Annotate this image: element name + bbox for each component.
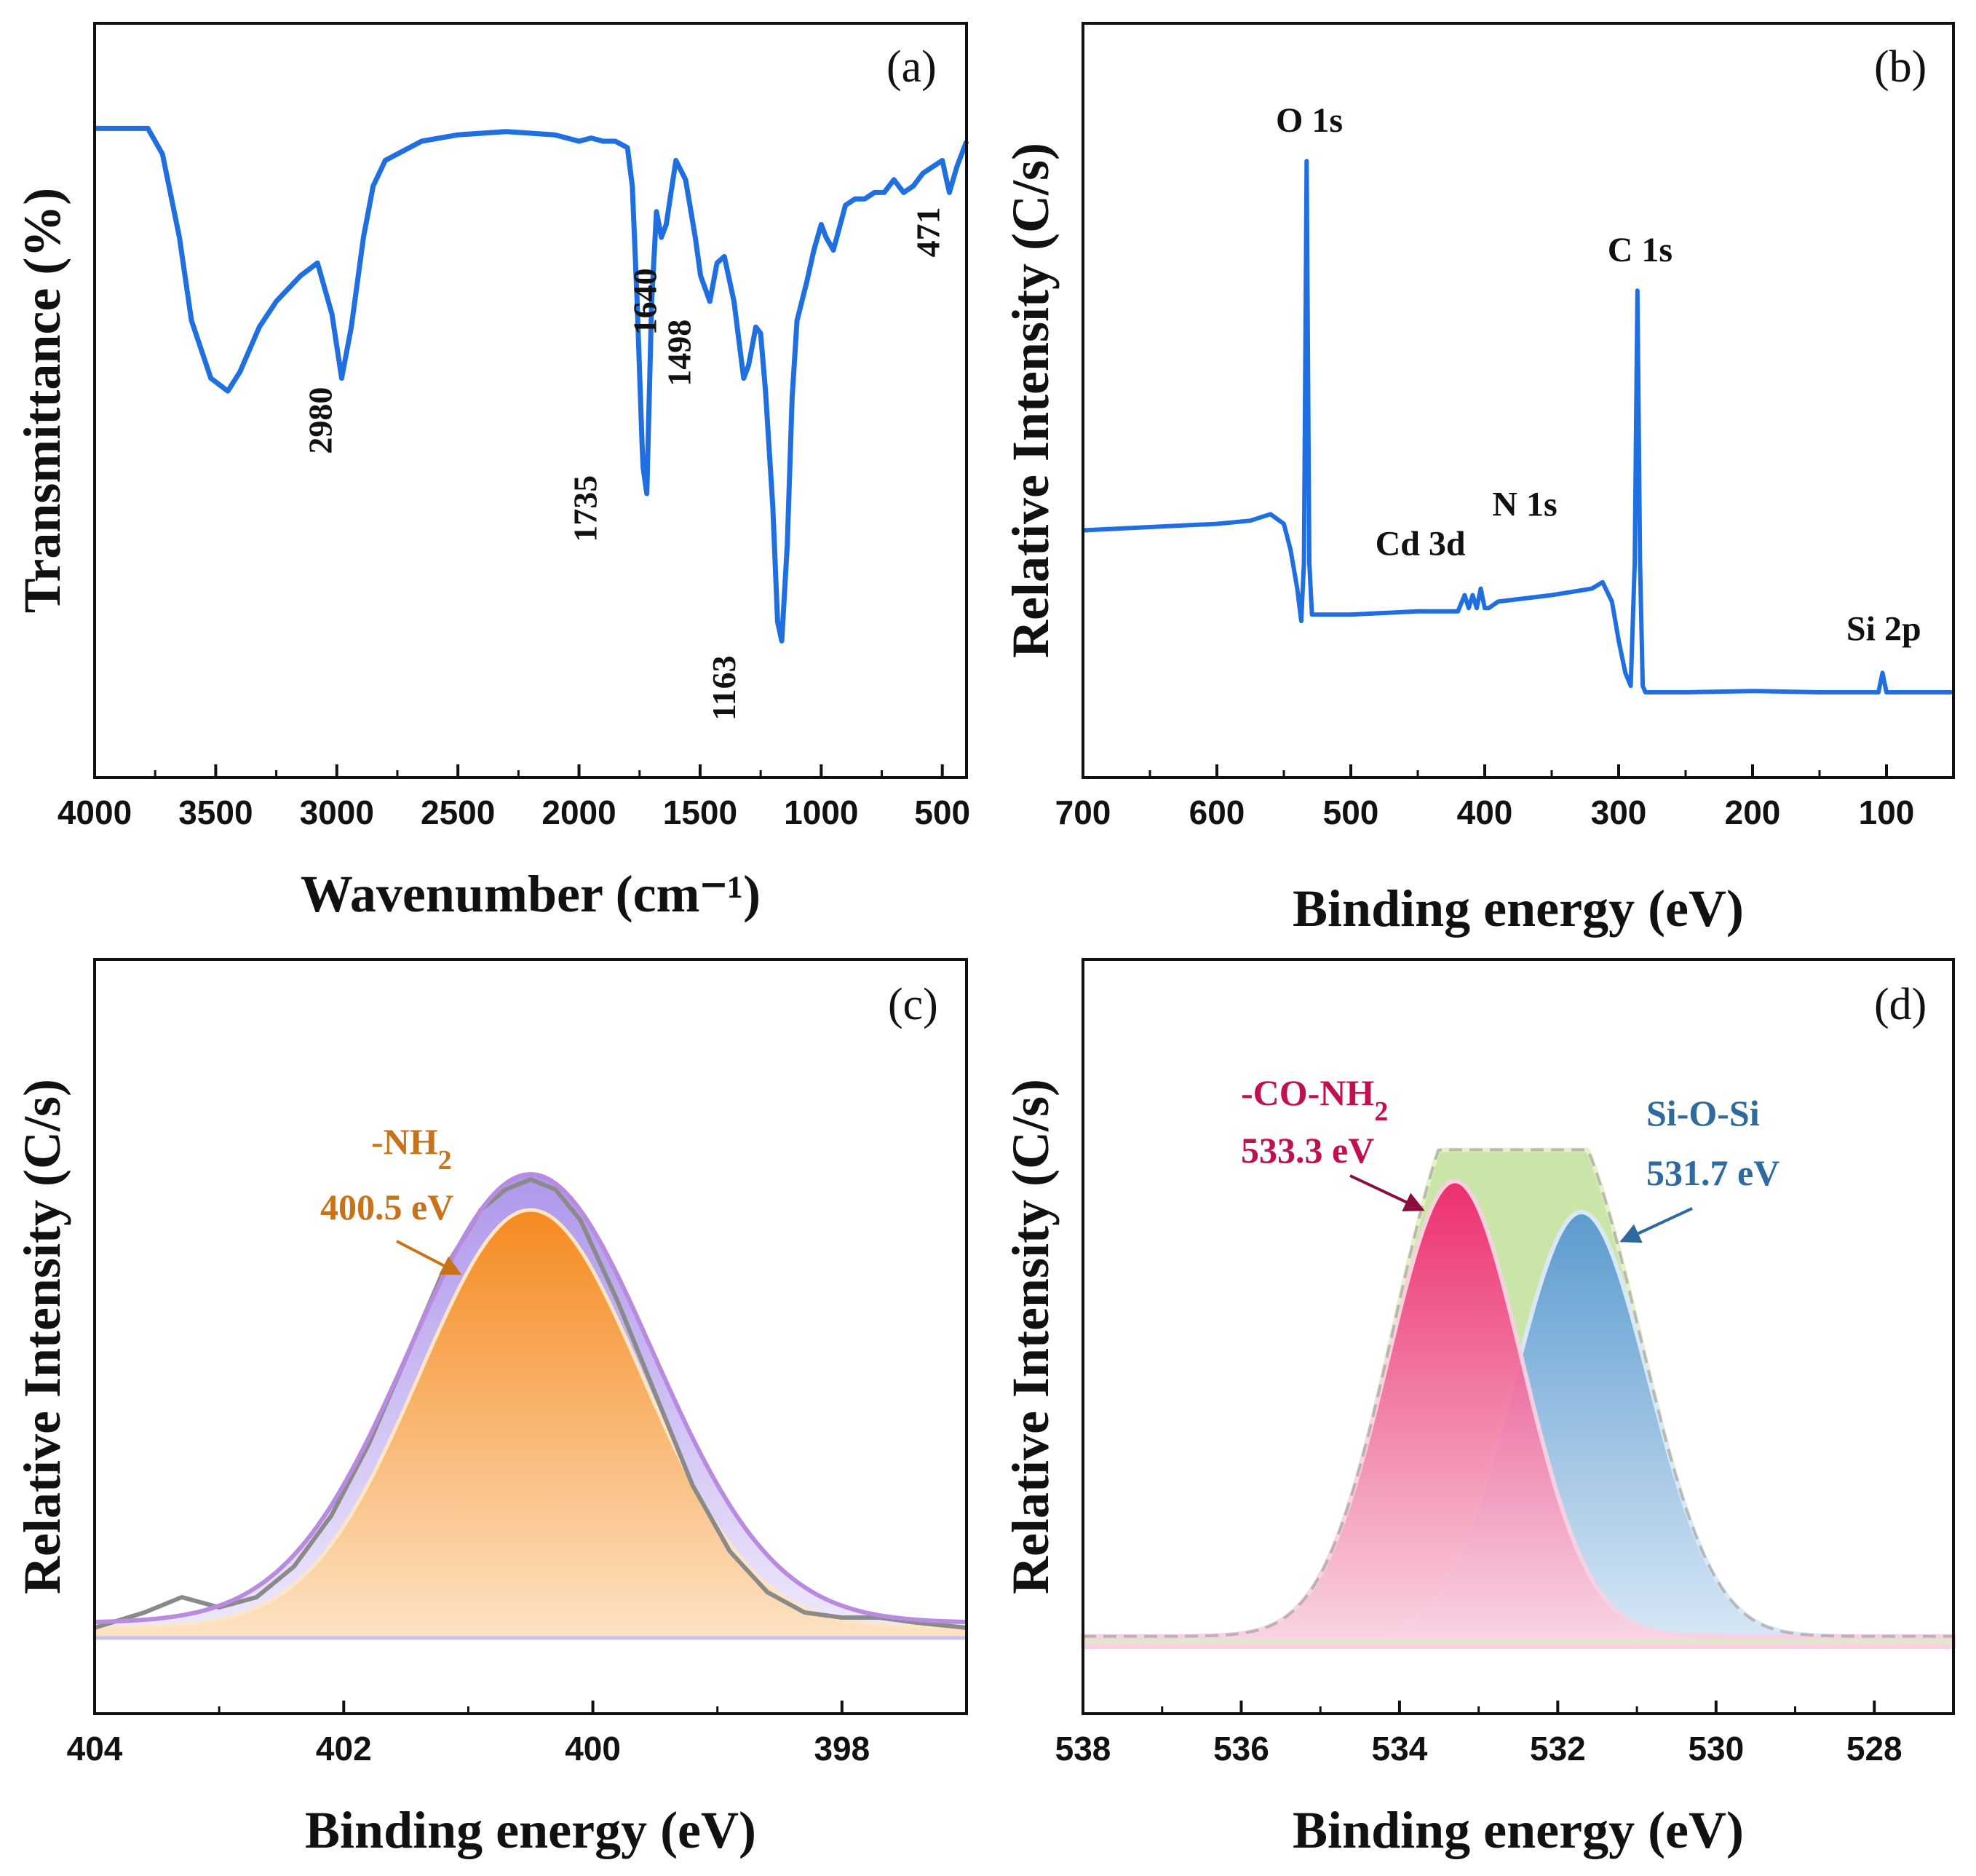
ftir-spectrum-line xyxy=(95,125,969,644)
panel-a-x-tick-label: 2500 xyxy=(421,793,495,831)
siosi-annotation-value: 531.7 eV xyxy=(1646,1152,1779,1193)
panel-c-x-axis-title: Binding energy (eV) xyxy=(305,1801,756,1859)
panel-a-x-tick-label: 1000 xyxy=(784,793,858,831)
panel-c-x-tick-label: 402 xyxy=(316,1730,372,1768)
envelope-line xyxy=(94,1171,967,1624)
panel-b-label: (b) xyxy=(1874,42,1927,92)
panel-a-peak-label: 1735 xyxy=(567,475,604,542)
panel-a-x-tick-label: 2000 xyxy=(541,793,616,831)
panel-b-peak-label: C 1s xyxy=(1608,231,1673,269)
panel-a-peak-label: 1640 xyxy=(626,268,663,335)
nh2-annotation-value: 400.5 eV xyxy=(320,1187,453,1227)
nh2-component-area xyxy=(92,1208,969,1640)
panel-d-x-tick-label: 530 xyxy=(1688,1730,1744,1768)
panel-b-x-tick-label: 300 xyxy=(1591,793,1647,831)
panel-c-x-tick-label: 404 xyxy=(67,1730,123,1768)
panel-a-peak-label: 1498 xyxy=(661,320,698,387)
panel-a-x-tick-label: 3500 xyxy=(178,793,253,831)
panel-a-series-layer xyxy=(95,125,969,644)
panel-a-x-axis-title: Wavenumber (cm⁻¹) xyxy=(301,865,761,923)
siosi-annotation-title: Si-O-Si xyxy=(1646,1093,1760,1133)
panel-c-y-axis-title: Relative Intensity (C/s) xyxy=(13,1079,71,1594)
panel-a-peak-label: 2980 xyxy=(301,387,338,454)
panel-b-x-axis-title: Binding energy (eV) xyxy=(1293,879,1744,938)
panel-b-x-tick-label: 600 xyxy=(1189,793,1245,831)
panel-b-frame xyxy=(1082,22,1955,779)
panel-a-label: (a) xyxy=(886,42,937,92)
conh2-annotation-value: 533.3 eV xyxy=(1241,1130,1374,1171)
raw-data-line xyxy=(1083,1148,1953,1638)
panel-a-peak-label: 471 xyxy=(909,207,946,257)
panel-a-ticks: 4000 3500 3000 2500 2000 1500 1000 500 xyxy=(57,764,970,831)
panel-b-x-tick-label: 200 xyxy=(1725,793,1781,831)
panel-b: 700 600 500 400 300 200 100 (b) Binding energy… xyxy=(1001,22,1955,938)
conh2-annotation-title: -CO-NH2 xyxy=(1241,1072,1388,1127)
panel-b-peak-label: O 1s xyxy=(1276,101,1343,140)
nh2-annotation-arrow xyxy=(396,1240,462,1275)
xps-survey-line xyxy=(1082,159,1953,694)
panel-d-x-tick-label: 534 xyxy=(1372,1730,1428,1768)
siosi-annotation-arrow xyxy=(1619,1207,1693,1243)
panel-a-peak-label: 1163 xyxy=(705,655,742,720)
panel-d-x-axis-title: Binding energy (eV) xyxy=(1293,1801,1744,1859)
panel-b-x-tick-label: 500 xyxy=(1323,793,1379,831)
panel-b-peak-label: Cd 3d xyxy=(1376,525,1466,563)
panel-c-x-tick-label: 400 xyxy=(565,1730,621,1768)
panel-b-y-axis-title: Relative Intensity (C/s) xyxy=(1001,143,1060,658)
panel-c-frame xyxy=(93,958,968,1715)
panel-d-x-tick-label: 538 xyxy=(1055,1730,1111,1768)
panel-b-peak-label: N 1s xyxy=(1492,486,1557,524)
panel-c-label: (c) xyxy=(888,980,938,1029)
nh2-annotation-title: -NH2 xyxy=(371,1121,452,1176)
panel-d-x-tick-label: 536 xyxy=(1213,1730,1269,1768)
panel-d-frame xyxy=(1082,958,1955,1715)
panel-b-x-tick-label: 400 xyxy=(1457,793,1513,831)
panel-a-x-tick-label: 3000 xyxy=(300,793,374,831)
raw-data-line xyxy=(94,1177,967,1630)
panel-a-y-axis-title: Transmittance (%) xyxy=(13,188,71,614)
panel-c: 404 402 400 398 (c) Binding energy (eV) Rel… xyxy=(13,958,969,1859)
panel-b-x-tick-label: 100 xyxy=(1859,793,1915,831)
panel-d-y-axis-title: Relative Intensity (C/s) xyxy=(1001,1079,1060,1594)
panel-c-x-tick-label: 398 xyxy=(814,1730,870,1768)
panel-d: 538 536 534 532 530 528 (d) Binding energy (e… xyxy=(1001,958,1956,1859)
panel-a-x-tick-label: 500 xyxy=(914,793,970,831)
panel-a-x-tick-label: 4000 xyxy=(57,793,132,831)
conh2-annotation-arrow xyxy=(1349,1174,1425,1211)
panel-d-x-tick-label: 528 xyxy=(1846,1730,1902,1768)
panel-b-x-tick-label: 700 xyxy=(1055,793,1111,831)
panel-d-x-tick-label: 532 xyxy=(1530,1730,1586,1768)
panel-d-label: (d) xyxy=(1874,980,1927,1029)
panel-a-x-tick-label: 1500 xyxy=(663,793,737,831)
panel-b-peak-label: Si 2p xyxy=(1846,609,1921,648)
panel-a: 4000 3500 3000 2500 2000 1500 1000 500 (a) Wave… xyxy=(13,22,970,923)
panel-a-frame xyxy=(93,22,968,779)
